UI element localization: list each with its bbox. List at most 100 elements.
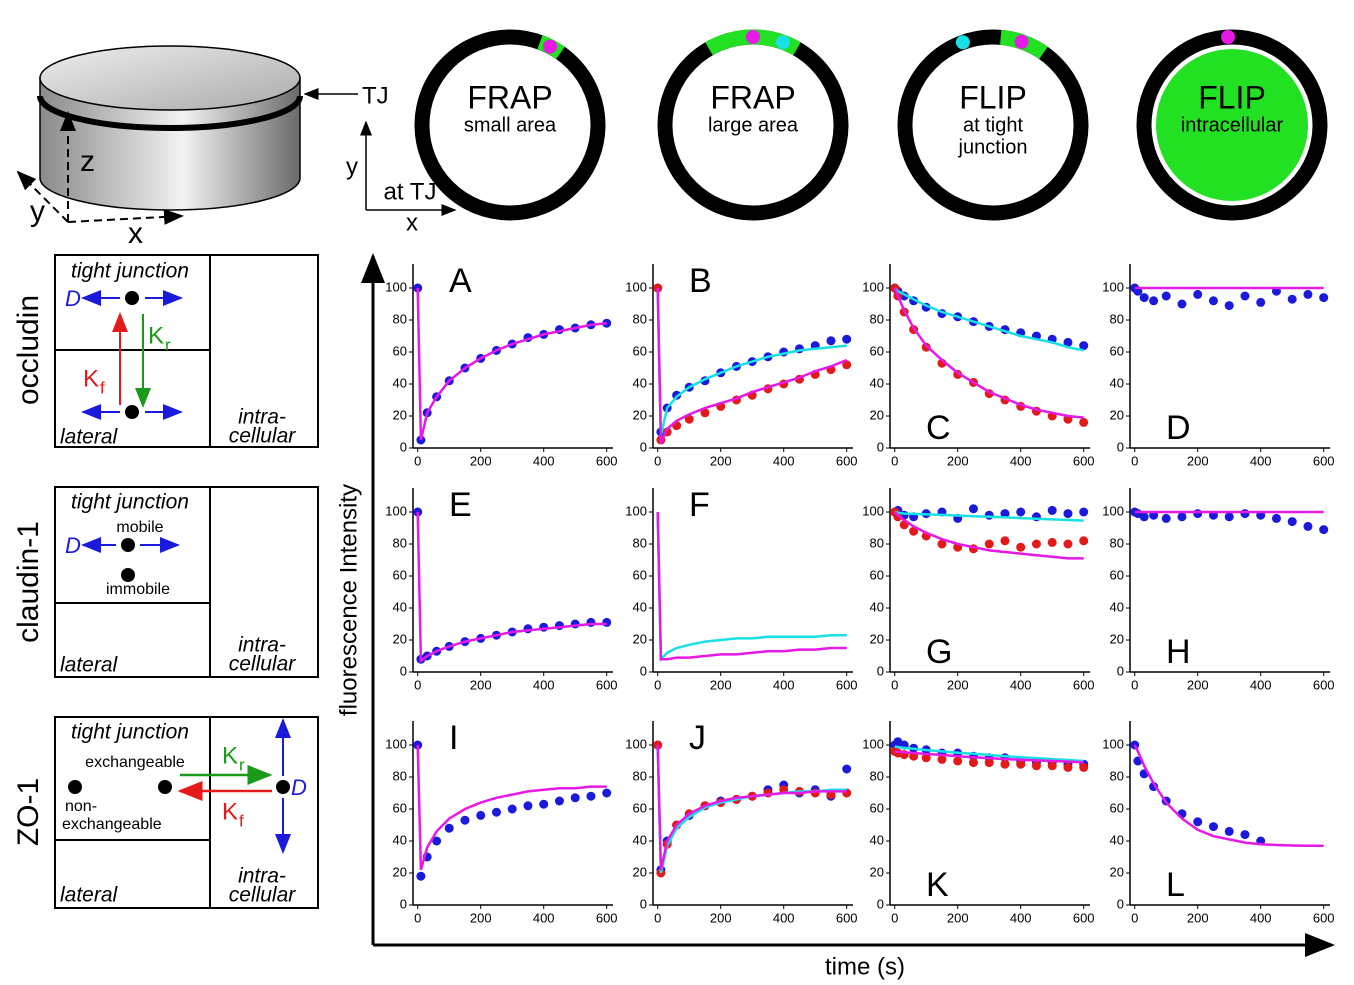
k-subscript: r [239, 755, 245, 774]
data-point [476, 810, 486, 820]
panel-label: J [689, 719, 706, 757]
y-tick-label: 0 [400, 663, 407, 678]
y-tick-label: 0 [1117, 896, 1124, 911]
ring-title: FLIP [959, 79, 1027, 115]
x-tick-label: 200 [710, 677, 732, 692]
x-tick-label: 200 [947, 910, 969, 925]
data-point [432, 836, 442, 846]
fit-line [656, 511, 847, 663]
x-tick-label: 400 [533, 453, 555, 468]
data-point [1000, 759, 1010, 769]
x-tick-label: 200 [947, 677, 969, 692]
tj-x: x [406, 209, 418, 236]
data-point [1000, 536, 1010, 546]
y-tick-label: 80 [870, 535, 884, 550]
y-tick-label: 0 [640, 896, 647, 911]
data-point [1177, 299, 1187, 309]
x-tick-label: 0 [654, 910, 661, 925]
region-label: lateral [60, 426, 119, 449]
panel-label: A [449, 262, 472, 300]
x-tick-label: 600 [1313, 910, 1335, 925]
state-label: exchangeable [85, 754, 185, 771]
y-axis-label: fluorescence Intensity [335, 484, 362, 716]
y-tick-label: 100 [862, 279, 884, 294]
region-label: intra- [238, 634, 286, 657]
data-point [1079, 536, 1089, 546]
k-label: K [222, 798, 238, 825]
y-tick-label: 40 [870, 832, 884, 847]
x-tick-label: 400 [1010, 910, 1032, 925]
x-tick-label: 0 [654, 453, 661, 468]
x-tick-label: 0 [654, 677, 661, 692]
data-point [1000, 509, 1010, 519]
y-tick-label: 40 [393, 832, 407, 847]
data-point [1047, 505, 1057, 515]
k-label: K [148, 322, 164, 349]
y-tick-label: 80 [393, 311, 407, 326]
y-tick-label: 60 [870, 343, 884, 358]
state-label: immobile [106, 581, 170, 598]
x-tick-label: 200 [710, 453, 732, 468]
x-tick-label: 200 [1187, 910, 1209, 925]
occludin-model: occludin tight junction D K r K f latera… [12, 254, 319, 449]
data-point [1224, 826, 1234, 836]
x-tick-label: 400 [773, 677, 795, 692]
ring-text: large area [708, 114, 799, 136]
x-tick-label: 200 [710, 910, 732, 925]
axis-z: z [80, 145, 95, 178]
data-point [444, 823, 454, 833]
panel-label: H [1166, 633, 1191, 671]
data-point [937, 754, 947, 764]
x-tick-label: 0 [891, 677, 898, 692]
data-point [1063, 539, 1073, 549]
x-tick-label: 600 [836, 453, 858, 468]
y-tick-label: 40 [633, 832, 647, 847]
y-tick-label: 40 [870, 375, 884, 390]
data-point [937, 539, 947, 549]
k-label: K [222, 742, 238, 769]
y-tick-label: 20 [633, 864, 647, 879]
protein-name: claudin-1 [12, 521, 45, 643]
x-tick-label: 600 [836, 677, 858, 692]
panel-label: B [689, 262, 712, 300]
data-point [523, 801, 533, 811]
d-label: D [291, 775, 307, 800]
x-tick-label: 200 [470, 910, 492, 925]
fit-line [893, 287, 1084, 419]
region-label: cellular [229, 425, 297, 448]
x-tick-label: 200 [947, 453, 969, 468]
k-subscript: f [100, 378, 105, 397]
y-tick-label: 40 [633, 599, 647, 614]
fit-line [656, 287, 848, 444]
y-tick-label: 100 [862, 736, 884, 751]
region-label: cellular [229, 653, 297, 676]
y-tick-label: 80 [633, 311, 647, 326]
ring-labels: FRAP small area FRAP large area FLIP at … [464, 79, 1284, 158]
y-tick-label: 40 [1110, 832, 1124, 847]
region-label: cellular [229, 884, 297, 907]
x-tick-label: 400 [533, 677, 555, 692]
x-tick-label: 0 [1131, 677, 1138, 692]
data-point [1240, 509, 1250, 519]
x-tick-label: 400 [1010, 677, 1032, 692]
x-tick-label: 400 [1250, 677, 1272, 692]
data-point [1047, 761, 1057, 771]
data-point [1177, 512, 1187, 522]
y-tick-label: 0 [400, 896, 407, 911]
fit-line [416, 744, 607, 871]
fit-line [656, 744, 847, 871]
x-axis-label: time (s) [825, 953, 905, 980]
data-point [842, 334, 852, 344]
region-label: intra- [238, 406, 286, 429]
data-point [1224, 512, 1234, 522]
y-tick-label: 40 [1110, 375, 1124, 390]
y-tick-label: 20 [393, 407, 407, 422]
x-tick-label: 600 [1313, 453, 1335, 468]
claudin-model: claudin-1 tight junction D mobile immobi… [12, 486, 319, 678]
fit-line [894, 745, 1084, 763]
y-tick-label: 20 [870, 864, 884, 879]
y-tick-label: 20 [1110, 407, 1124, 422]
y-tick-label: 100 [625, 503, 647, 518]
y-tick-label: 20 [393, 631, 407, 646]
